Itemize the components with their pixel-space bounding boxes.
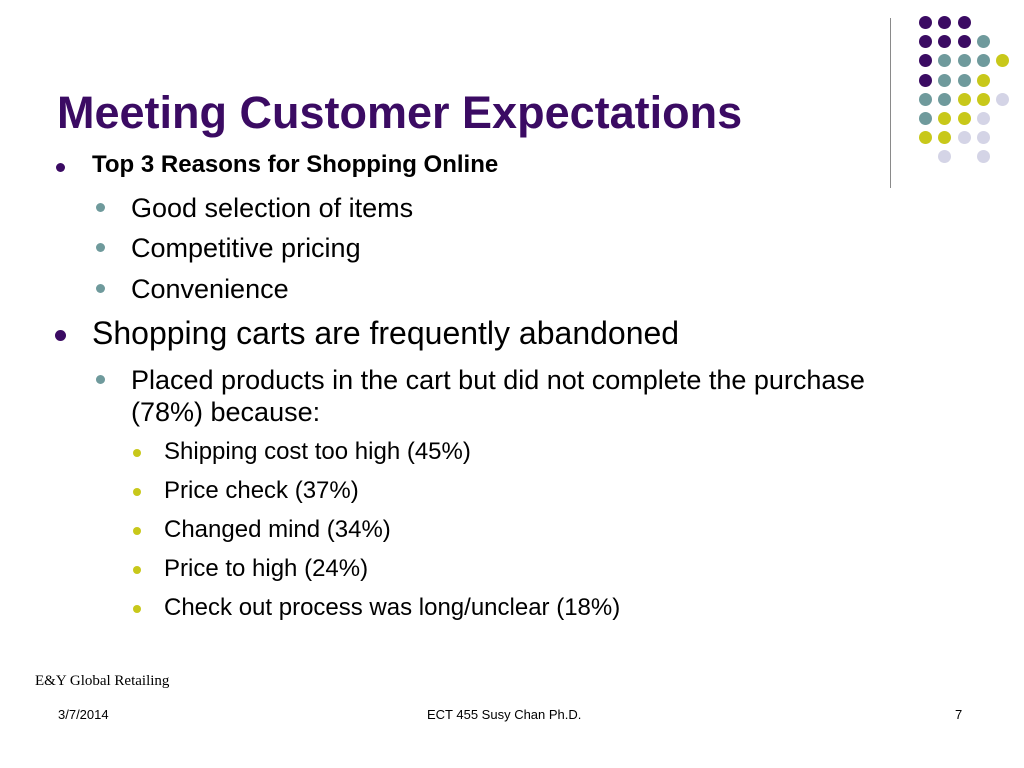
- decorative-dot: [957, 54, 971, 68]
- decorative-dot: [938, 112, 952, 125]
- bullet-text-level-2: Convenience: [131, 274, 289, 304]
- decorative-dot: [938, 92, 952, 106]
- bullet-marker-level-2: [96, 243, 105, 252]
- decorative-dot: [938, 54, 952, 68]
- decorative-dot: [996, 92, 1009, 106]
- decorative-dot: [919, 35, 933, 49]
- decorative-dot: [976, 112, 990, 125]
- footer-page-number: 7: [955, 707, 963, 722]
- bullet-text-level-1: Shopping carts are frequently abandoned: [92, 315, 680, 351]
- decorative-dot: [919, 131, 933, 145]
- bullet-text-level-3: Price check (37%): [164, 477, 359, 504]
- bullet-marker-level-2: [96, 284, 105, 293]
- decorative-dot: [938, 16, 952, 29]
- decorative-dot: [957, 92, 971, 106]
- bullet-text-level-3: Shipping cost too high (45%): [164, 438, 471, 465]
- decorative-dot: [957, 131, 971, 145]
- bullet-marker-level-1: [56, 163, 65, 172]
- footer-course: ECT 455 Susy Chan Ph.D.: [427, 707, 582, 722]
- bullet-text-level-2: Competitive pricing: [131, 233, 361, 263]
- decorative-dot: [919, 92, 933, 106]
- decorative-dot: [919, 54, 933, 68]
- decorative-dot: [976, 150, 990, 164]
- decorative-dot: [919, 16, 933, 29]
- title-divider-line: [890, 18, 891, 188]
- source-note: E&Y Global Retailing: [35, 673, 170, 689]
- decorative-dot: [957, 35, 971, 49]
- decorative-dot: [976, 92, 990, 106]
- bullet-text-level-3: Changed mind (34%): [164, 516, 391, 543]
- bullet-list: Top 3 Reasons for Shopping Online Good se…: [55, 151, 865, 621]
- bullet-text-level-2: Good selection of items: [131, 193, 414, 223]
- decorative-dot: [976, 73, 990, 87]
- decorative-dot: [976, 35, 990, 49]
- bullet-marker-level-2: [96, 375, 105, 384]
- decorative-dot: [938, 150, 952, 164]
- decorative-dot: [938, 131, 952, 145]
- decorative-dot: [919, 112, 933, 125]
- decorative-dot: [919, 73, 933, 87]
- bullet-marker-level-3: [133, 566, 141, 574]
- decorative-dot: [938, 35, 952, 49]
- bullet-text-level-2: Placed products in the cart but did not …: [131, 365, 865, 428]
- bullet-marker-level-3: [133, 449, 141, 457]
- decorative-dot-grid: [0, 0, 1024, 200]
- bullet-marker-level-3: [133, 527, 141, 535]
- decorative-dot: [976, 54, 990, 68]
- decorative-dot: [996, 54, 1009, 68]
- bullet-marker-level-2: [96, 203, 105, 212]
- bullet-text-level-3: Check out process was long/unclear (18%): [164, 594, 621, 621]
- decorative-dot: [976, 131, 990, 145]
- decorative-dot: [957, 16, 971, 29]
- slide-title: Meeting Customer Expectations: [57, 87, 743, 138]
- decorative-dot: [957, 73, 971, 87]
- decorative-dot: [938, 73, 952, 87]
- decorative-dot: [957, 112, 971, 125]
- bullet-text-level-3: Price to high (24%): [164, 555, 369, 582]
- bullet-marker-level-3: [133, 488, 141, 496]
- bullet-marker-level-1: [55, 330, 66, 341]
- bullet-text-level-1: Top 3 Reasons for Shopping Online: [92, 151, 499, 178]
- footer-date: 3/7/2014: [58, 707, 109, 722]
- bullet-marker-level-3: [133, 605, 141, 613]
